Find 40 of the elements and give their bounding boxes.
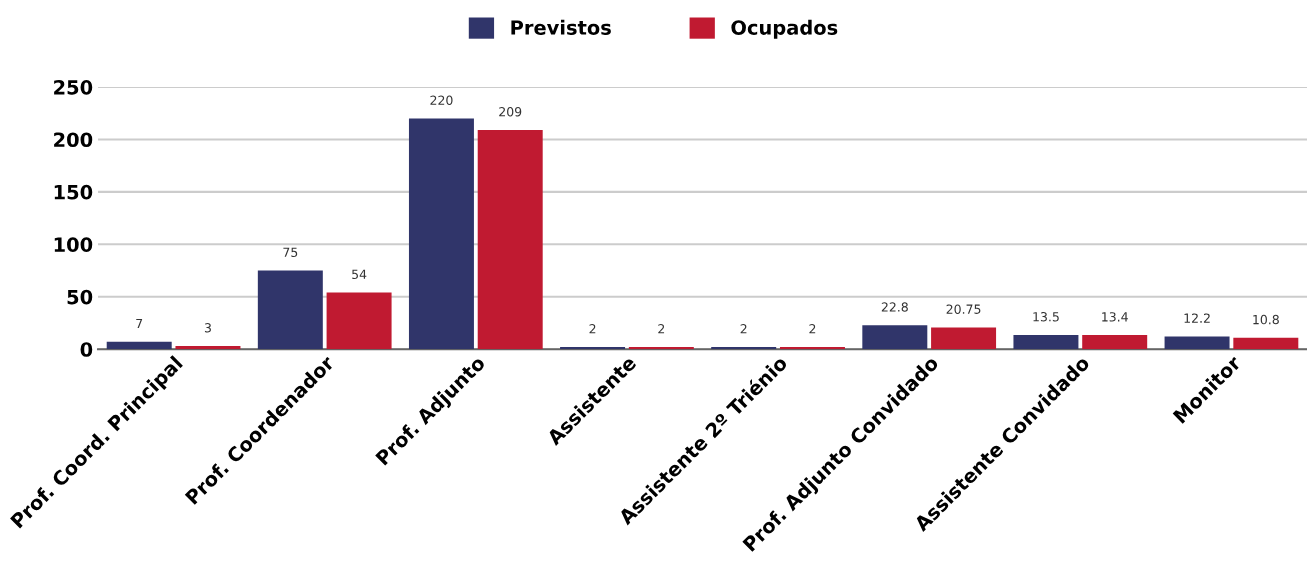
data-label: 2 [809, 324, 816, 334]
data-label: 54 [352, 269, 367, 280]
bar [628, 347, 694, 350]
data-label: 13.5 [1033, 312, 1059, 322]
bar [1013, 335, 1079, 350]
data-label: 2 [589, 324, 596, 334]
bar [931, 327, 997, 350]
data-label: 20.75 [946, 304, 981, 314]
bar [711, 347, 777, 350]
data-label: 75 [283, 247, 298, 257]
bar [408, 118, 474, 350]
data-label: 13.4 [1102, 312, 1128, 322]
bar [1164, 336, 1230, 350]
bar [175, 346, 241, 350]
y-tick-label: 0 [80, 342, 93, 357]
y-tick-label: 150 [54, 184, 93, 200]
bar [1233, 337, 1299, 350]
bar [560, 347, 626, 350]
data-label: 22.8 [881, 302, 908, 312]
bar [106, 341, 172, 350]
legend-label: Ocupados [731, 19, 838, 39]
bar [477, 130, 543, 350]
data-label: 7 [136, 319, 143, 329]
bar [326, 292, 392, 350]
legend-label: Previstos [511, 19, 611, 35]
bar [257, 270, 323, 350]
y-tick-label: 100 [54, 237, 93, 252]
bar [779, 347, 845, 350]
data-label: 10.8 [1253, 314, 1279, 325]
data-label: 12.2 [1184, 313, 1210, 323]
data-label: 209 [499, 107, 522, 117]
data-label: 3 [204, 323, 211, 333]
y-tick-label: 50 [67, 289, 93, 305]
bar [1082, 335, 1148, 350]
y-tick-label: 200 [54, 132, 93, 148]
y-tick-label: 250 [54, 79, 93, 95]
bar [862, 325, 928, 350]
data-label: 2 [740, 324, 747, 334]
data-label: 220 [430, 95, 453, 105]
data-label: 2 [658, 324, 665, 334]
